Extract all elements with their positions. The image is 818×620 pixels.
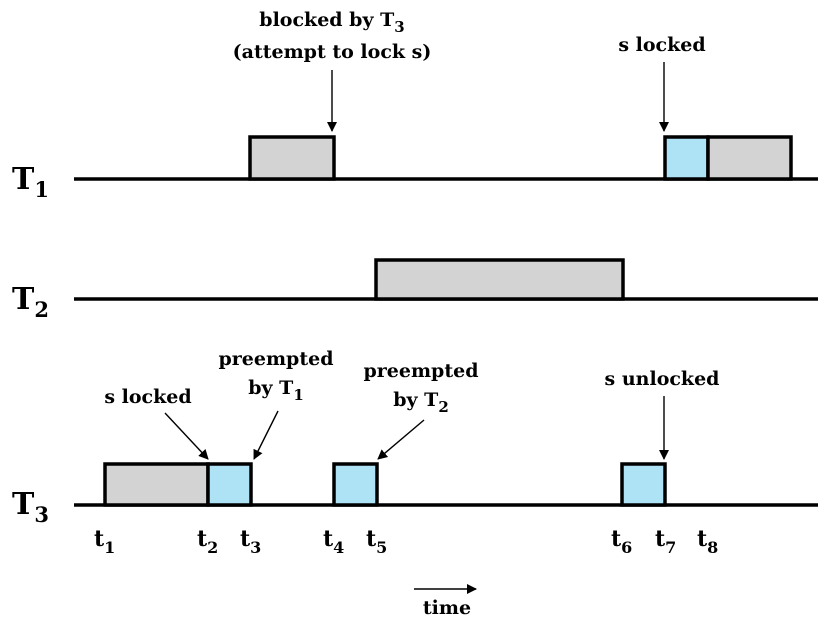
tick-label-t7: t7: [655, 526, 676, 557]
row-label-t3: T3: [12, 487, 49, 527]
t3-critical-section-box: [206, 462, 253, 507]
t3-critical-section-box: [620, 462, 667, 507]
t1-normal-execution-box: [248, 135, 336, 181]
tick-label-t3: t3: [240, 526, 261, 557]
tick-label-t5: t5: [366, 526, 387, 557]
preempted-by-t2-arrow: [377, 419, 425, 460]
s-unlocked-label: s unlocked: [605, 368, 720, 390]
annotation-preempted-by-t2: preempted by T2: [363, 360, 479, 460]
row-label-t1: T1: [12, 162, 49, 202]
t3-s-locked-arrow: [164, 412, 209, 460]
t2-normal-execution-box: [374, 258, 625, 301]
t1-critical-section-box: [663, 135, 710, 181]
t1-s-locked-label: s locked: [618, 34, 705, 56]
tick-label-t8: t8: [697, 526, 718, 557]
blocked-by-label: blocked by T3: [259, 9, 404, 36]
annotation-preempted-by-t1: preempted by T1: [218, 348, 334, 460]
attempt-to-lock-label: (attempt to lock s): [233, 41, 432, 63]
tick-label-t6: t6: [611, 526, 632, 557]
time-label: time: [423, 597, 471, 619]
preempted-by-t2-sublabel: by T2: [393, 389, 449, 416]
row-t3: T3: [12, 462, 818, 527]
annotation-s-unlocked: s unlocked: [605, 368, 720, 460]
tick-label-t4: t4: [323, 526, 344, 557]
tick-label-t2: t2: [197, 526, 218, 557]
t3-s-locked-label: s locked: [104, 386, 191, 408]
preempted-by-t1-arrow: [253, 410, 279, 460]
t3-critical-section-box: [332, 462, 379, 507]
annotation-t3-s-locked: s locked: [104, 386, 209, 460]
tick-label-t1: t1: [94, 526, 115, 557]
t1-normal-execution-box: [706, 135, 793, 181]
preempted-by-t1-label: preempted: [218, 348, 333, 370]
tick-labels: t1 t2 t3 t4 t5 t6 t7 t8: [94, 526, 718, 557]
row-label-t2: T2: [12, 282, 49, 322]
annotation-t1-s-locked: s locked: [618, 34, 706, 132]
preempted-by-t2-label: preempted: [363, 360, 478, 382]
annotation-blocked-by-t3: blocked by T3 (attempt to lock s): [233, 9, 432, 132]
time-axis: time: [414, 584, 477, 619]
row-t2: T2: [12, 258, 818, 322]
t3-normal-execution-box: [103, 462, 210, 507]
row-t1: T1: [12, 135, 818, 202]
preempted-by-t1-sublabel: by T1: [248, 377, 304, 404]
